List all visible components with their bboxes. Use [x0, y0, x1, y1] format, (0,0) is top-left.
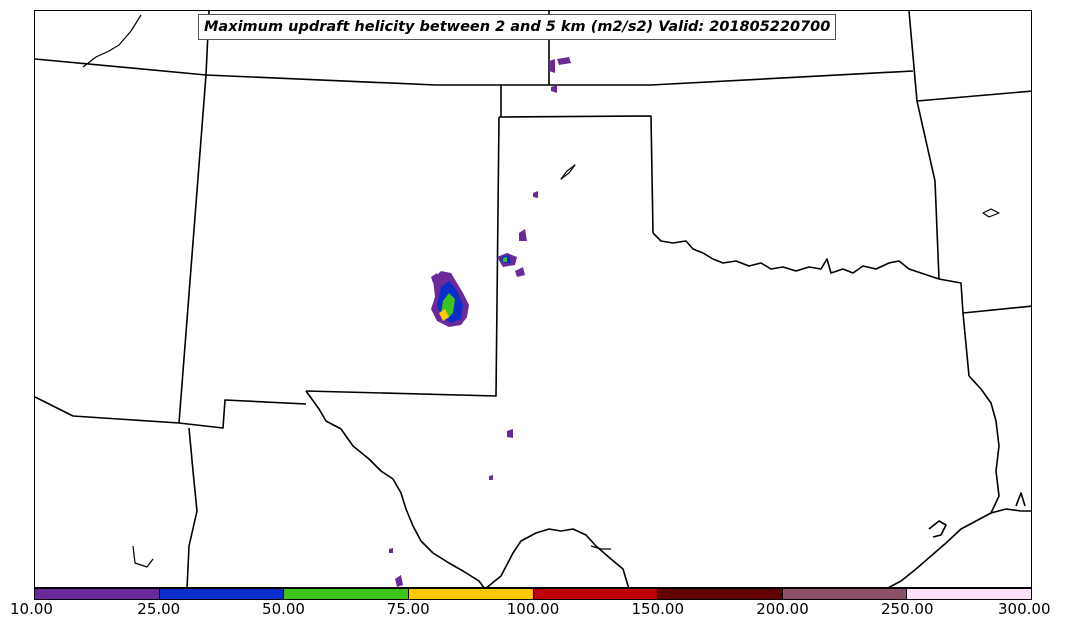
colorbar-tick-label: 200.00 [756, 600, 809, 618]
colorbar-tick-label: 75.00 [386, 600, 430, 618]
state-border-mo [908, 11, 1031, 102]
colorbar-segment [408, 589, 534, 599]
colorbar-segment [284, 589, 409, 599]
map-title: Maximum updraft helicity between 2 and 5… [198, 14, 837, 40]
colorbar-tick-label: 50.00 [262, 600, 305, 618]
colorbar-tick-label: 100.00 [506, 600, 560, 618]
gulf-coast [888, 375, 1000, 587]
colorbar-tick-label: 10.00 [10, 600, 53, 618]
uh-cell-main [431, 271, 469, 327]
colorbar-tick-label: 250.00 [881, 600, 934, 618]
uh-cell-north [497, 253, 517, 267]
state-border-west-low [35, 396, 307, 429]
map-frame [34, 10, 1032, 588]
colorbar-segment [782, 589, 908, 599]
state-border-north [35, 58, 914, 86]
colorbar-segment [159, 589, 285, 599]
lake-central [560, 164, 576, 180]
state-border-la-north [962, 305, 1031, 314]
state-border-panhandle [498, 115, 654, 234]
colorbar-tick-label: 25.00 [137, 600, 181, 618]
gulf-coast-east [990, 508, 1031, 514]
colorbar-tick-label: 300.00 [998, 600, 1051, 618]
colorbar [34, 588, 1032, 600]
state-border-nm-east [305, 116, 500, 397]
lake-north [82, 14, 142, 68]
lake-south [132, 545, 154, 568]
state-border-az-south [186, 427, 198, 587]
uh-speckles [389, 57, 571, 587]
state-border-ar [916, 100, 940, 280]
coast-inlet [1015, 492, 1026, 507]
state-border-ok-red-river [652, 232, 970, 377]
colorbar-segment [35, 589, 160, 599]
map-canvas [35, 11, 1031, 587]
colorbar-segment [533, 589, 659, 599]
state-border-nm-west [178, 74, 207, 424]
lake-east [982, 208, 1000, 218]
texas-rio-grande [305, 390, 485, 587]
bay-detail [928, 520, 947, 538]
colorbar-segment [658, 589, 783, 599]
colorbar-segment [907, 589, 1031, 599]
colorbar-tick-label: 150.00 [631, 600, 685, 618]
texas-rio-grande-lower [486, 528, 630, 587]
river-south [590, 545, 611, 550]
